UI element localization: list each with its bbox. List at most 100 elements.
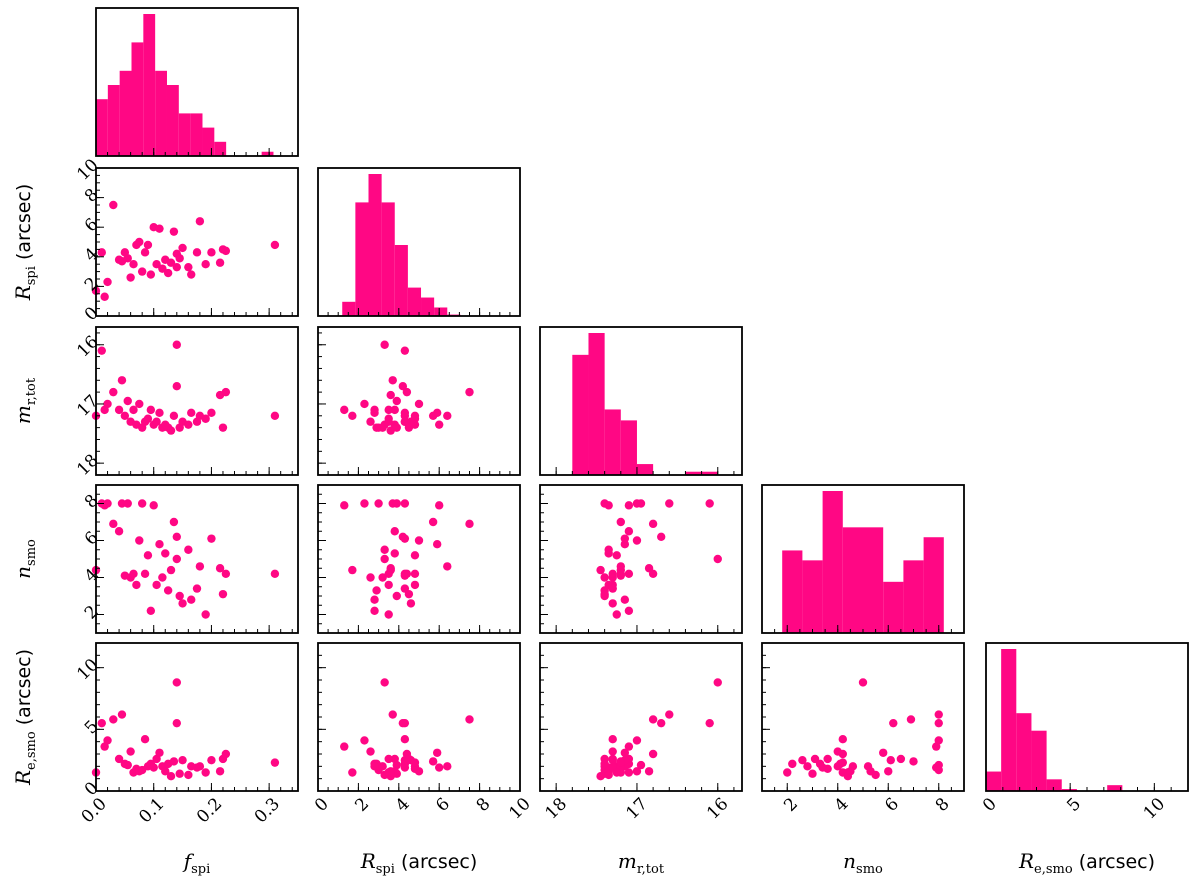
scatter-point [788,759,797,769]
scatter-point [390,549,399,558]
scatter-point [366,573,375,582]
scatter-point [378,573,387,582]
scatter-point [380,554,389,564]
scatter-point [713,678,722,687]
scatter-point [146,405,156,415]
scatter-point [624,606,634,615]
histogram-bar [107,85,120,156]
scatter-point [838,758,847,767]
x-tick-label: 2 [351,794,373,816]
scatter-point [366,747,375,756]
scatter-point [270,569,280,578]
scatter-point [665,499,674,508]
scatter-point [172,382,181,391]
scatter-point [270,411,280,420]
histogram-panel-frame [539,326,743,476]
scatter-point [158,573,167,582]
scatter-point [932,763,941,772]
axis-label-nsmo: nsmo [843,849,883,877]
scatter-point [192,248,202,257]
scatter-point [161,767,170,776]
scatter-point [155,224,164,233]
scatter-point [632,767,642,776]
scatter-point [172,532,181,541]
scatter-point [129,569,138,578]
scatter-point [608,584,617,593]
scatter-point [109,519,118,529]
scatter-point [608,569,617,578]
x-tick-label: 5 [1063,794,1085,816]
scatter-point [886,755,895,765]
scatter-point [406,599,416,608]
scatter-point [158,264,167,273]
histogram-bar [1001,649,1017,791]
histogram-bar [434,307,448,316]
scatter-point [443,762,452,771]
axis-label-nsmo: nsmo [11,539,39,579]
scatter-point [152,260,161,269]
scatter-point [435,501,444,510]
scatter-point [201,260,210,269]
scatter-point [184,770,193,780]
histogram-bar [782,550,803,633]
axis-label-fspi: fspi [182,849,211,877]
scatter-point [103,399,112,409]
scatter-point [616,562,625,571]
x-tick-label: 17 [622,794,651,823]
scatter-point [386,390,395,400]
scatter-point [152,580,161,590]
histogram-bar [620,420,637,475]
x-tick-label: 10 [1140,794,1169,823]
histogram-bar [355,202,369,316]
y-tick-label: 0 [81,778,103,800]
scatter-point [166,258,176,267]
scatter-point [388,376,397,385]
scatter-point [644,767,654,776]
scatter-point [398,382,408,391]
scatter-point [140,248,150,257]
scatter-point [384,754,393,764]
scatter-point [372,586,381,595]
scatter-point [934,710,943,719]
x-tick-label: 6 [881,794,903,816]
scatter-point [175,769,184,778]
scatter-point [114,405,124,415]
scatter-point [402,387,412,397]
histogram-bar [131,42,144,156]
scatter-point [620,534,630,543]
scatter-point [215,564,225,573]
scatter-point [390,405,399,415]
scatter-point [126,273,135,282]
x-tick-label: 4 [392,794,414,816]
histogram-bar [190,113,203,156]
scatter-point [432,748,442,757]
scatter-point [612,610,621,619]
histogram-bar [802,560,823,633]
scatter-point [114,527,124,536]
scatter-point [608,747,617,756]
axis-label-resmo: Re,smo (arcsec) [1018,849,1155,877]
scatter-point [117,710,127,719]
histogram-bar [588,333,605,475]
y-tick-label: 8 [81,185,103,207]
scatter-point [370,606,379,615]
scatter-point [163,268,173,278]
scatter-point [632,536,642,545]
scatter-point [838,749,847,759]
scatter-point [620,748,630,757]
scatter-point [146,606,156,615]
scatter-point [360,399,369,409]
scatter-point [129,260,138,269]
scatter-point [810,754,820,764]
histogram-bar [986,771,1002,791]
scatter-point [166,426,176,435]
histogram-bar [572,354,589,475]
scatter-point [143,414,153,423]
scatter-point [392,396,401,406]
x-tick-label: 10 [505,794,534,823]
histogram-bar [381,202,395,316]
scatter-point [705,718,714,728]
scatter-point [123,254,132,263]
y-tick-label: 10 [73,155,102,184]
scatter-point [624,569,634,578]
